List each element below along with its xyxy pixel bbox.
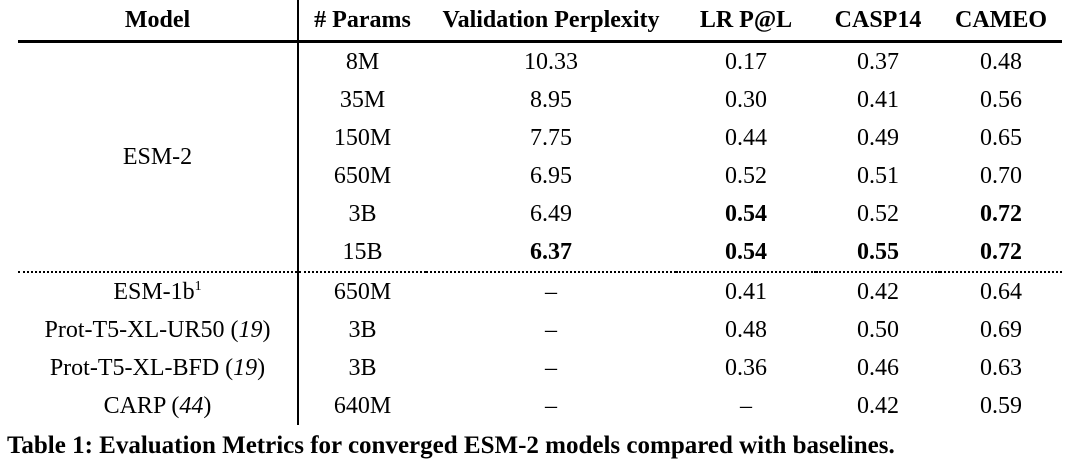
- cameo-cell: 0.72: [980, 201, 1022, 227]
- citation-ref: 19: [233, 355, 258, 381]
- params-cell: 3B: [348, 201, 377, 227]
- cameo-cell: 0.72: [980, 239, 1022, 265]
- lr-pl-cell: 0.52: [725, 163, 767, 189]
- table-row: 650M 6.95 0.52 0.51 0.70: [18, 157, 1062, 195]
- model-label: ESM-2: [122, 144, 193, 170]
- params-cell: 35M: [339, 87, 386, 113]
- model-cell: ESM-1b1: [18, 271, 299, 311]
- params-cell: 150M: [333, 125, 392, 151]
- model-label: ESM-1b: [113, 279, 195, 305]
- cameo-cell: 0.63: [980, 355, 1022, 381]
- lr-pl-cell: 0.17: [725, 49, 767, 75]
- lr-pl-cell: 0.54: [725, 201, 767, 227]
- params-cell: 3B: [348, 317, 377, 343]
- perplexity-cell: 6.37: [530, 239, 572, 265]
- casp14-cell: 0.49: [857, 125, 899, 151]
- table-row: Prot-T5-XL-BFD (19) 3B – 0.36 0.46 0.63: [18, 349, 1062, 387]
- perplexity-cell: 7.75: [530, 125, 572, 151]
- table-row: CARP (44) 640M – – 0.42 0.59: [18, 387, 1062, 425]
- cameo-cell: 0.48: [980, 49, 1022, 75]
- casp14-cell: 0.46: [857, 355, 899, 381]
- lr-pl-cell: 0.44: [725, 125, 767, 151]
- cameo-cell: 0.70: [980, 163, 1022, 189]
- casp14-cell: 0.51: [857, 163, 899, 189]
- lr-pl-cell: 0.30: [725, 87, 767, 113]
- params-cell: 8M: [345, 49, 380, 75]
- caption-text: Table 1: Evaluation Metrics for converge…: [7, 432, 895, 459]
- params-cell: 15B: [342, 239, 383, 265]
- cameo-cell: 0.65: [980, 125, 1022, 151]
- cameo-cell: 0.64: [940, 271, 1062, 311]
- table-row: ESM-2 8M 10.33 0.17 0.37 0.48: [18, 41, 1062, 272]
- casp14-cell: 0.37: [857, 49, 899, 75]
- perplexity-cell: 8.95: [530, 87, 572, 113]
- table-row: ESM-1b1 650M –0.41 0.42 0.64: [18, 271, 1062, 311]
- evaluation-table: Model # Params Validation Perplexity LR …: [18, 0, 1062, 425]
- perplexity-cell: –: [545, 393, 557, 419]
- model-cell: Prot-T5-XL-BFD (19): [18, 349, 299, 387]
- perplexity-cell: –: [426, 271, 676, 311]
- table-row: 35M 8.95 0.30 0.41 0.56: [18, 81, 1062, 119]
- table-caption: Table 1: Evaluation Metrics for converge…: [7, 431, 895, 461]
- perplexity-cell: 6.95: [530, 163, 572, 189]
- model-cell: Prot-T5-XL-UR50 (19): [18, 311, 299, 349]
- column-header-model: Model: [18, 0, 299, 43]
- column-header-cameo: CAMEO: [940, 0, 1062, 43]
- params-cell: 3B: [348, 355, 377, 381]
- column-header-casp14: CASP14: [816, 0, 940, 43]
- params-cell: 650M: [333, 163, 392, 189]
- params-cell: 650M: [298, 271, 426, 311]
- casp14-cell: 0.42: [857, 393, 899, 419]
- table-row: 150M 7.75 0.44 0.49 0.65: [18, 119, 1062, 157]
- casp14-cell: 0.52: [857, 201, 899, 227]
- params-cell: 640M: [333, 393, 392, 419]
- casp14-cell: 0.55: [857, 239, 899, 265]
- lr-pl-cell: 0.48: [725, 317, 767, 343]
- table-row: Prot-T5-XL-UR50 (19) 3B – 0.48 0.50 0.69: [18, 311, 1062, 349]
- model-cell: ESM-2: [18, 41, 299, 272]
- citation-ref: 44: [179, 393, 204, 419]
- footnote-marker: 1: [194, 279, 202, 294]
- column-header-perplexity: Validation Perplexity: [426, 0, 676, 43]
- model-label: Prot-T5-XL-BFD: [49, 355, 220, 381]
- lr-pl-cell: 0.41: [676, 271, 816, 311]
- casp14-cell: 0.41: [857, 87, 899, 113]
- lr-pl-cell: 0.54: [725, 239, 767, 265]
- model-label: CARP: [103, 393, 166, 419]
- cameo-cell: 0.56: [980, 87, 1022, 113]
- lr-pl-cell: –: [740, 393, 752, 419]
- model-cell: CARP (44): [18, 387, 299, 425]
- cameo-cell: 0.69: [980, 317, 1022, 343]
- column-header-params: # Params: [298, 0, 426, 43]
- citation-ref: 19: [238, 317, 263, 343]
- perplexity-cell: –: [545, 355, 557, 381]
- casp14-cell: 0.50: [857, 317, 899, 343]
- table-row: 15B 6.37 0.54 0.55 0.72: [18, 233, 1062, 272]
- header-row: Model # Params Validation Perplexity LR …: [18, 0, 1062, 43]
- casp14-cell: 0.42: [816, 271, 940, 311]
- table-row: 3B 6.49 0.54 0.52 0.72: [18, 195, 1062, 233]
- lr-pl-cell: 0.36: [725, 355, 767, 381]
- cameo-cell: 0.59: [980, 393, 1022, 419]
- column-header-lr-p-at-l: LR P@L: [676, 0, 816, 43]
- model-label: Prot-T5-XL-UR50: [44, 317, 225, 343]
- perplexity-cell: –: [545, 317, 557, 343]
- perplexity-cell: 6.49: [530, 201, 572, 227]
- perplexity-cell: 10.33: [524, 49, 578, 75]
